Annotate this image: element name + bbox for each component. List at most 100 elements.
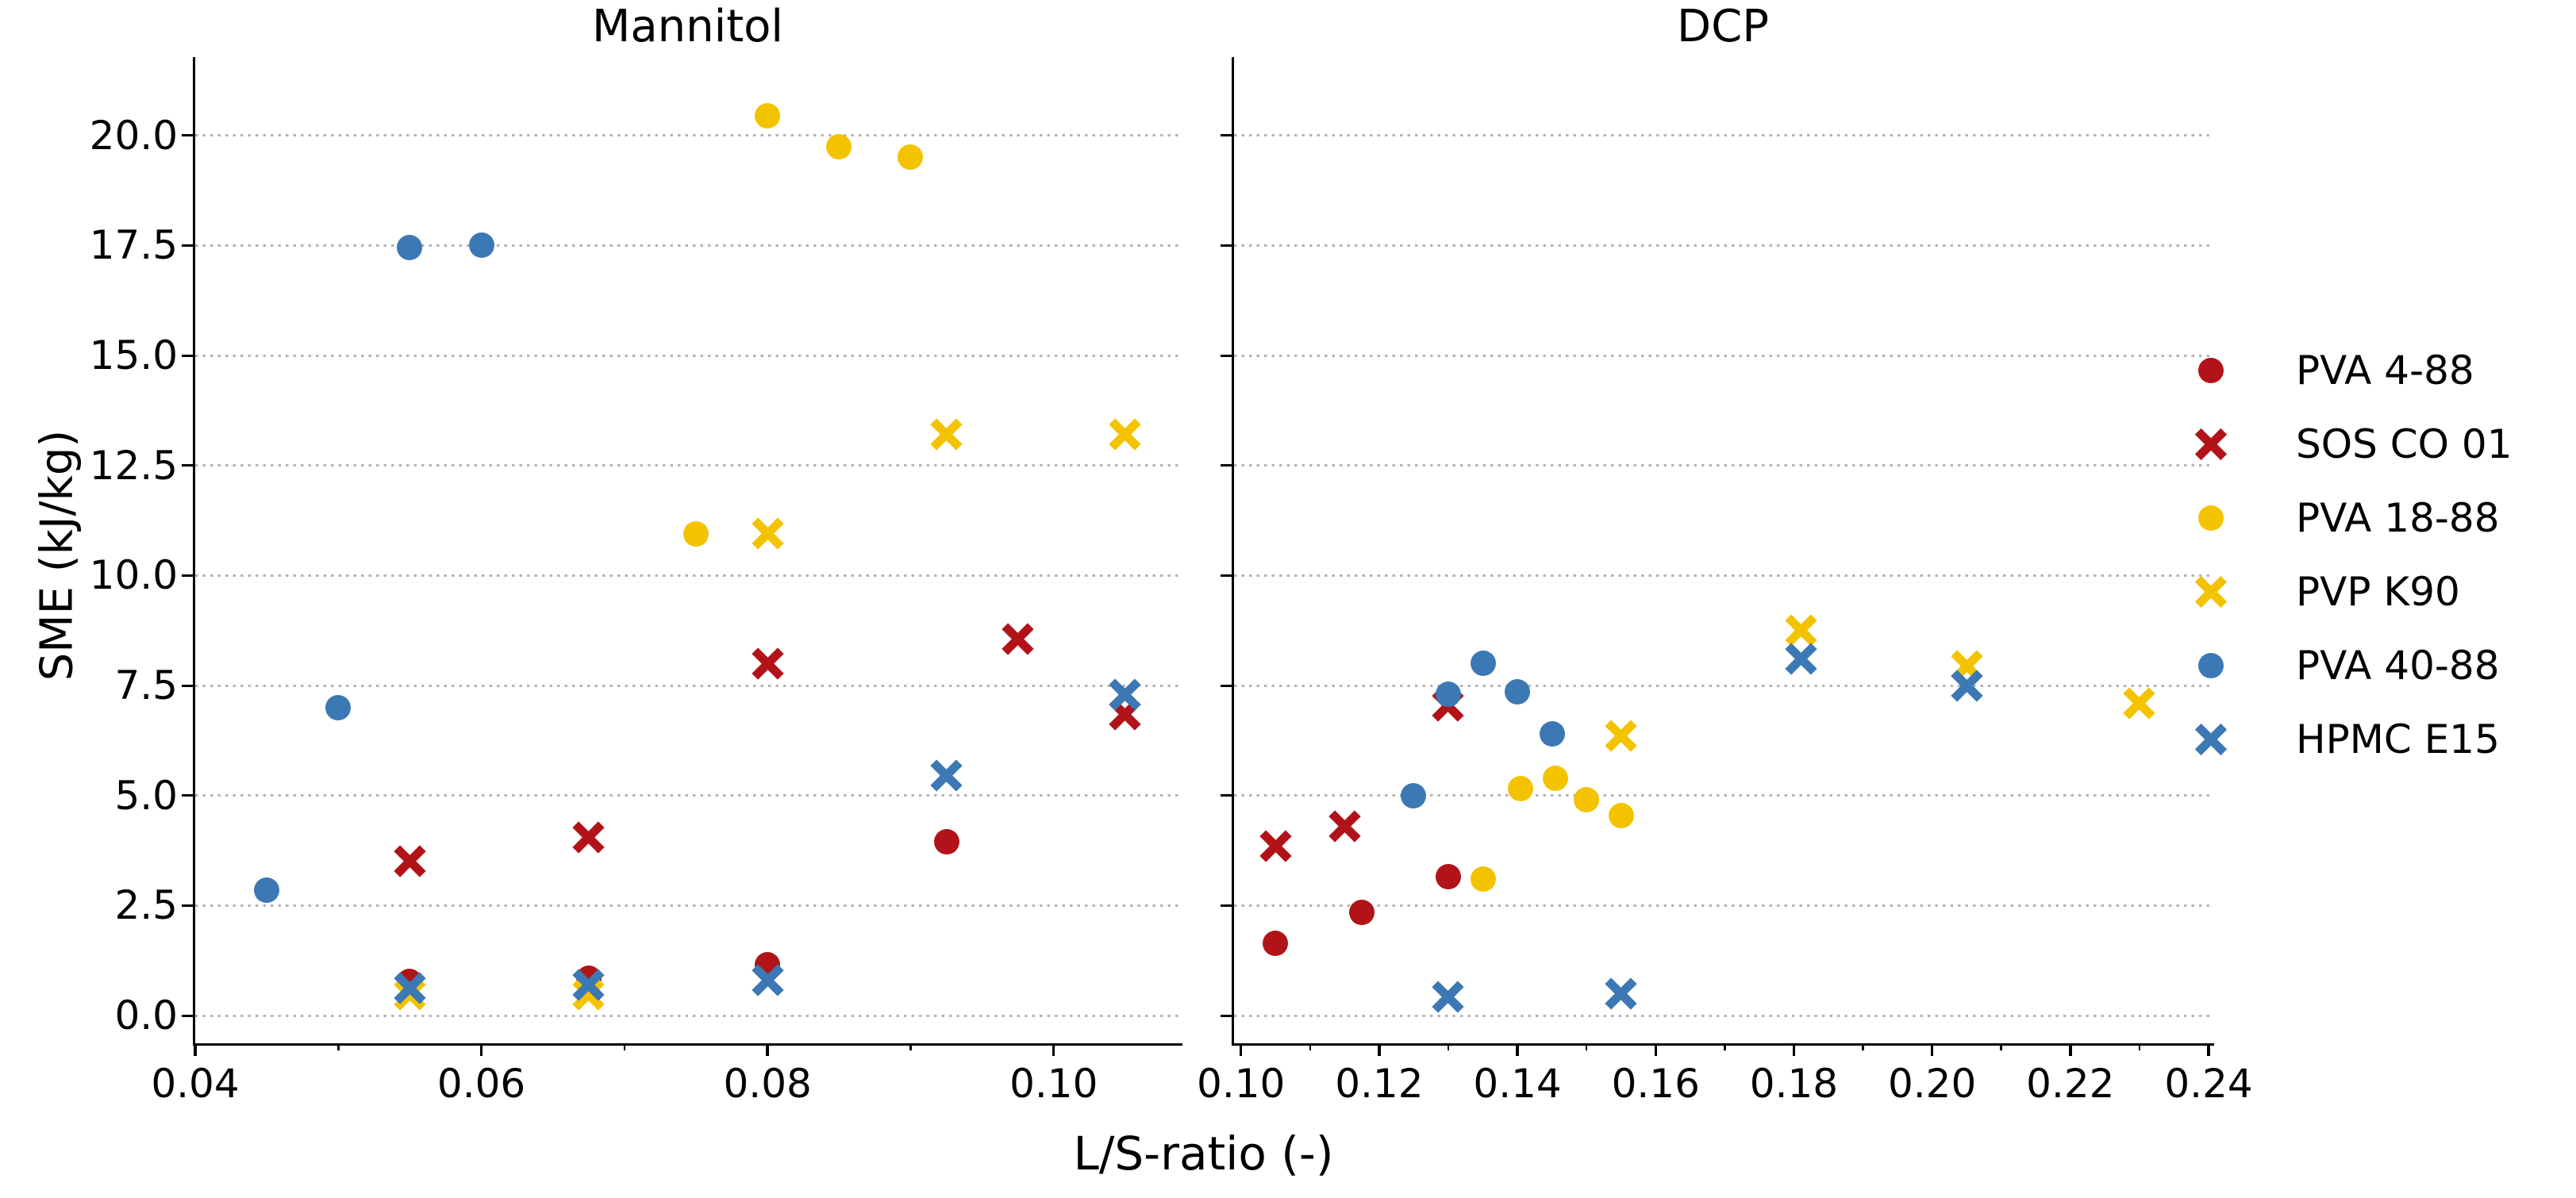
y-tick — [1221, 244, 1234, 247]
gridline-y-12.5 — [195, 464, 1182, 467]
y-tick — [182, 1014, 195, 1017]
y-tick — [182, 904, 195, 907]
x-minor-tick — [1585, 1043, 1588, 1050]
y-tick-label: 2.5 — [114, 882, 178, 929]
x-tick — [766, 1043, 769, 1056]
data-point-pva-4-88 — [933, 828, 959, 854]
y-tick-label: 5.0 — [114, 772, 178, 819]
x-tick-label: 0.22 — [2026, 1061, 2115, 1107]
y-tick-label: 12.5 — [89, 442, 178, 489]
x-tick — [1239, 1043, 1243, 1056]
data-point-sos-co-01 — [572, 821, 605, 854]
x-tick-label: 0.10 — [1009, 1061, 1098, 1107]
data-point-sos-co-01 — [1328, 810, 1361, 843]
gridline-y-20.0 — [1234, 134, 2214, 137]
data-point-sos-co-01 — [752, 647, 784, 680]
x-tick-label: 0.20 — [1887, 1061, 1977, 1107]
x-tick-label: 0.10 — [1197, 1061, 1286, 1107]
legend-marker-pvp-k90 — [2193, 574, 2229, 610]
data-point-pvp-k90 — [752, 517, 784, 550]
y-tick-label: 17.5 — [89, 222, 178, 269]
x-tick-label: 0.24 — [2164, 1061, 2253, 1107]
data-point-pva-40-88 — [254, 877, 280, 903]
data-point-hpmc-e15 — [1432, 981, 1465, 1013]
plot-panel-mannitol: 0.0 2.5 5.0 7.5 10.0 12.5 15.0 17.5 20.0 0.04 0.06… — [90, 57, 1182, 1105]
gridline-y-10.0 — [195, 574, 1182, 577]
legend-item-pva-40-88: PVA 40-88 — [2193, 628, 2513, 702]
y-axis-label: SME (kJ/kg) — [31, 429, 83, 682]
panel-title-mannitol: Mannitol — [592, 1, 783, 52]
data-point-pva-4-88 — [1263, 930, 1289, 956]
data-point-sos-co-01 — [394, 845, 426, 878]
data-point-pvp-k90 — [1785, 614, 1817, 647]
data-point-pva-18-88 — [1508, 776, 1534, 802]
legend-marker-pva-40-88 — [2193, 647, 2229, 684]
plot-panel-dcp: 0.10 0.12 0.14 0.16 0.18 0.20 0.22 0.24 — [1197, 57, 2253, 1105]
legend-item-pva-4-88: PVA 4-88 — [2193, 333, 2513, 407]
legend-item-pvp-k90: PVP K90 — [2193, 555, 2513, 628]
data-point-hpmc-e15 — [1951, 669, 1983, 702]
gridline-y-15.0 — [1234, 354, 2214, 357]
data-point-hpmc-e15 — [2194, 723, 2228, 755]
data-point-pva-4-88 — [2198, 357, 2224, 383]
data-point-sos-co-01 — [1002, 623, 1034, 655]
legend-item-sos-co-01: SOS CO 01 — [2193, 407, 2513, 481]
y-tick-label: 0.0 — [114, 993, 178, 1039]
gridline-y-7.5 — [195, 684, 1182, 687]
data-point-pva-18-88 — [683, 520, 709, 547]
y-tick — [182, 794, 195, 797]
legend-item-pva-18-88: PVA 18-88 — [2193, 481, 2513, 555]
data-point-sos-co-01 — [1259, 830, 1292, 862]
y-tick — [182, 354, 195, 357]
legend-marker-hpmc-e15 — [2193, 721, 2229, 758]
data-point-pva-40-88 — [397, 235, 423, 261]
data-point-pva-40-88 — [1470, 651, 1496, 677]
x-tick-label: 0.12 — [1335, 1061, 1424, 1107]
x-minor-tick — [1309, 1043, 1312, 1050]
data-point-pva-40-88 — [2198, 652, 2224, 678]
gridline-y-10.0 — [1234, 574, 2214, 577]
x-tick — [2207, 1043, 2210, 1056]
y-tick — [182, 244, 195, 247]
data-point-pvp-k90 — [1605, 720, 1637, 752]
data-point-pva-4-88 — [1349, 899, 1375, 925]
legend: PVA 4-88 SOS CO 01 PVA 18-88 PVP K90 PVA 40-… — [2193, 333, 2513, 776]
y-tick — [1221, 684, 1234, 687]
legend-label: PVA 40-88 — [2296, 642, 2500, 689]
y-tick — [1221, 1014, 1234, 1017]
gridline-y-17.5 — [1234, 244, 2214, 247]
x-tick — [1654, 1043, 1658, 1056]
y-tick-label: 20.0 — [89, 112, 178, 159]
data-point-pvp-k90 — [1109, 418, 1142, 451]
x-tick-label: 0.16 — [1611, 1061, 1700, 1107]
legend-label: PVP K90 — [2296, 568, 2460, 615]
data-point-hpmc-e15 — [1109, 678, 1142, 711]
x-minor-tick — [1447, 1043, 1450, 1050]
x-tick — [1052, 1043, 1055, 1056]
gridline-y-5.0 — [1234, 794, 2214, 797]
x-tick — [1516, 1043, 1519, 1056]
data-point-pva-18-88 — [1574, 787, 1600, 813]
data-point-sos-co-01 — [2194, 428, 2228, 460]
data-point-pva-40-88 — [1505, 679, 1531, 705]
x-tick-label: 0.18 — [1749, 1061, 1839, 1107]
data-point-pva-18-88 — [898, 144, 924, 171]
x-tick-label: 0.06 — [436, 1061, 526, 1107]
gridline-y-0.0 — [195, 1014, 1182, 1017]
legend-label: SOS CO 01 — [2296, 420, 2513, 467]
gridline-y-17.5 — [195, 244, 1182, 247]
y-tick — [182, 684, 195, 687]
data-point-pva-18-88 — [1608, 802, 1634, 828]
panel-title-dcp: DCP — [1677, 1, 1769, 52]
y-tick-label: 10.0 — [89, 552, 178, 599]
gridline-y-5.0 — [195, 794, 1182, 797]
y-tick-label: 7.5 — [114, 662, 178, 709]
legend-label: PVA 4-88 — [2296, 347, 2474, 394]
x-minor-tick — [1724, 1043, 1726, 1050]
y-tick — [182, 574, 195, 577]
gridline-y-7.5 — [1234, 684, 2214, 687]
gridline-y-0.0 — [1234, 1014, 2214, 1017]
data-point-hpmc-e15 — [1785, 643, 1817, 675]
x-tick — [1378, 1043, 1381, 1056]
